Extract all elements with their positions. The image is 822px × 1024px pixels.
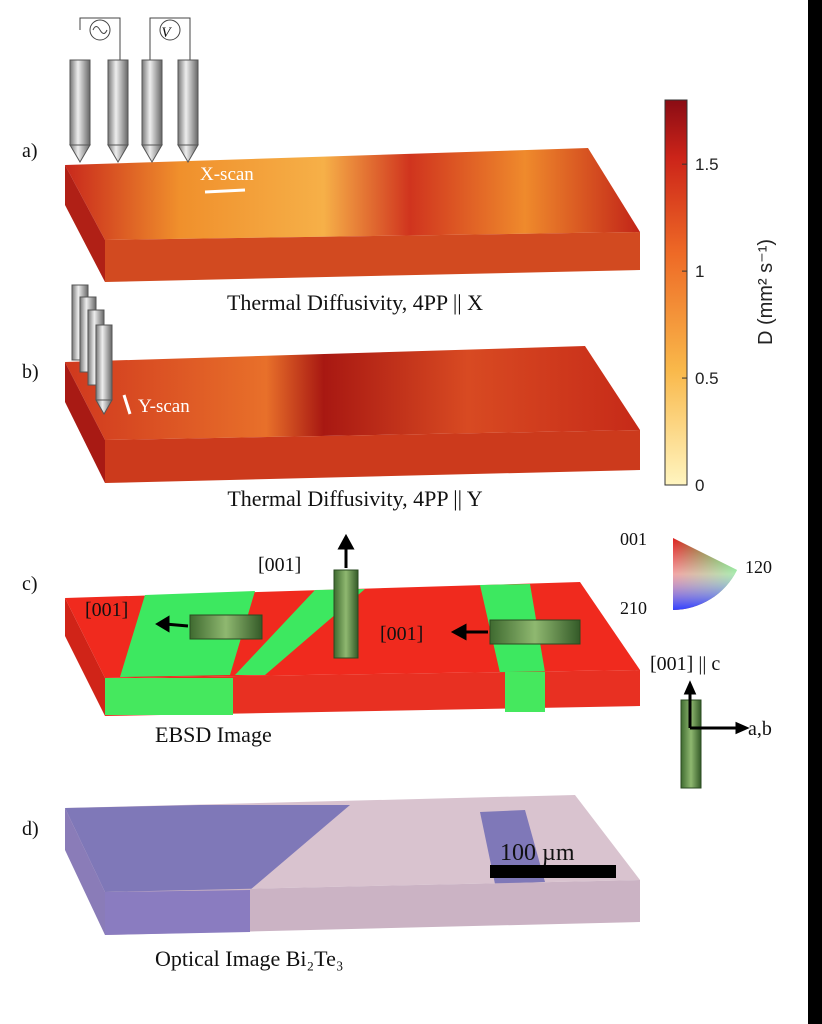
ipf-corner: 210	[620, 598, 647, 618]
colorbar	[664, 99, 688, 486]
panel-label: a)	[22, 140, 38, 162]
scan-arrow	[204, 188, 246, 194]
scan-label: X-scan	[200, 164, 254, 185]
panel-label: c)	[22, 573, 38, 595]
slab-c	[65, 533, 750, 789]
voltmeter: V	[161, 25, 172, 41]
scan-label: Y-scan	[138, 396, 190, 417]
caption: Thermal Diffusivity, 4PP || X	[227, 290, 483, 315]
edge-bar	[808, 0, 822, 1024]
slab-d	[65, 795, 640, 935]
axis-label: a,b	[748, 718, 772, 740]
ipf-key-overlay	[673, 538, 737, 610]
slab-a	[65, 148, 640, 282]
caption: Thermal Diffusivity, 4PP || Y	[227, 486, 482, 511]
panel-label: b)	[22, 361, 39, 383]
scan-arrow	[122, 394, 132, 415]
colorbar-tick-label: 1.5	[695, 155, 719, 174]
caption: Optical Image Bi₂Te₃	[155, 946, 344, 971]
colorbar-label: D (mm² s⁻¹)	[755, 239, 777, 345]
panel-label: d)	[22, 818, 39, 840]
ipf-corner: 001	[620, 529, 647, 549]
caption: EBSD Image	[155, 722, 272, 747]
ipf-corner: 120	[745, 557, 772, 577]
direction-label: [001]	[258, 554, 301, 576]
colorbar-tick-label: 0.5	[695, 369, 719, 388]
direction-label: [001]	[85, 599, 128, 621]
colorbar-tick-label: 1	[695, 262, 704, 281]
axis-label: [001] || c	[650, 653, 720, 675]
scale-bar-label: 100 µm	[500, 840, 575, 866]
colorbar-tick-label: 0	[695, 476, 704, 495]
probes	[69, 17, 199, 163]
slab-b	[65, 284, 640, 483]
direction-label: [001]	[380, 623, 423, 645]
